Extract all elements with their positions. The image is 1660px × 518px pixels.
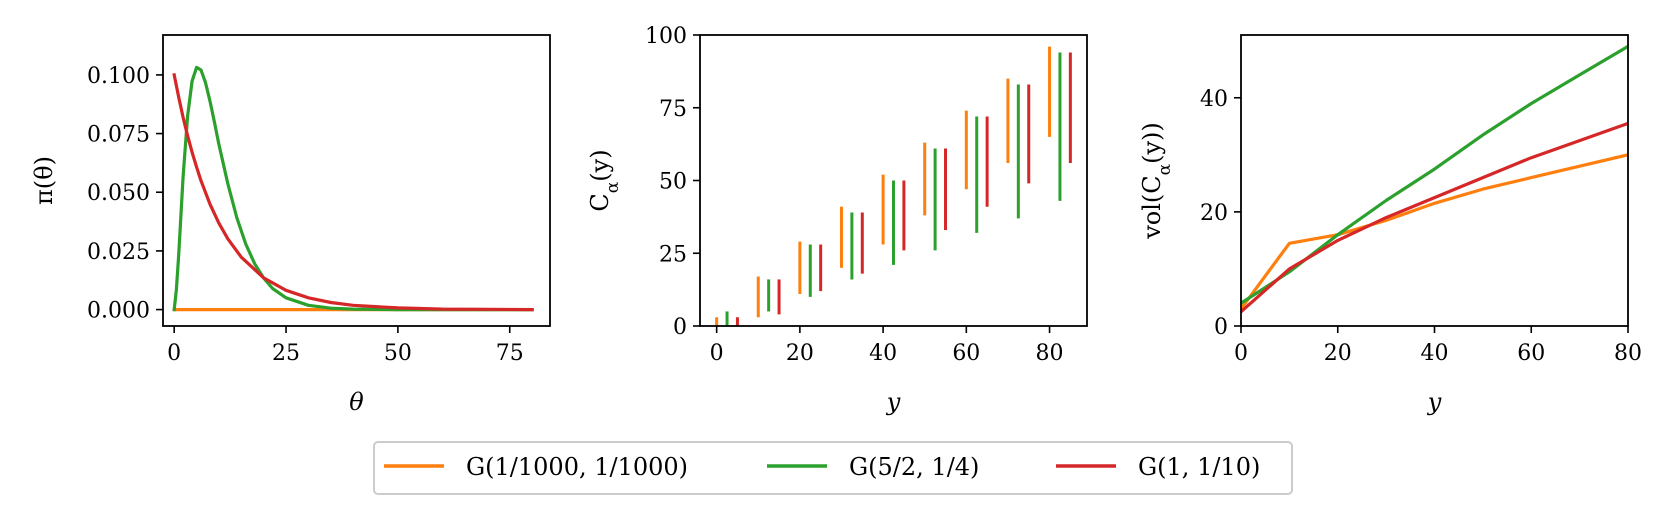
label-part: vol(C xyxy=(1138,175,1166,239)
series-line-1 xyxy=(172,65,534,312)
y-tick-label: 0 xyxy=(673,315,687,340)
x-tick-label: 0 xyxy=(167,341,181,366)
x-tick-label: 80 xyxy=(1036,341,1064,366)
y-axis-label: π(θ) xyxy=(30,156,58,205)
y-tick-label: 20 xyxy=(1200,201,1228,226)
x-axis-label: y xyxy=(1427,388,1442,416)
axes-frame xyxy=(162,34,551,327)
x-tick-label: 20 xyxy=(786,341,814,366)
x-tick-label: 75 xyxy=(496,341,524,366)
legend-frame xyxy=(373,441,1293,495)
x-tick-label: 80 xyxy=(1614,341,1642,366)
x-tick-label: 40 xyxy=(869,341,897,366)
y-tick-label: 0 xyxy=(1214,315,1228,340)
x-tick-label: 0 xyxy=(710,341,724,366)
credible-interval-plot: 0 20 40 60 80 0 25 50 75 100 y Cα(y) xyxy=(586,24,1088,416)
x-axis-label: θ xyxy=(349,388,364,416)
x-axis-label: y xyxy=(886,388,901,416)
legend-label-0: G(1/1000, 1/1000) xyxy=(466,453,688,481)
plot-area xyxy=(715,46,1072,326)
series-line-2 xyxy=(172,73,534,312)
x-tick-label: 25 xyxy=(272,341,300,366)
y-tick-label: 0.100 xyxy=(87,64,150,89)
label-part: (y)) xyxy=(1138,122,1166,164)
y-axis-label: vol(Cα(y)) xyxy=(1138,122,1175,240)
y-tick-label: 75 xyxy=(659,97,687,122)
y-axis-label: Cα(y) xyxy=(586,149,623,211)
plot-area xyxy=(172,65,534,312)
density-plot: 0 25 50 75 0.000 0.025 0.050 0.075 0.100 θ π(θ) xyxy=(30,34,551,416)
legend-label-1: G(5/2, 1/4) xyxy=(849,453,979,481)
y-tick-label: 100 xyxy=(645,24,687,49)
series-line-0 xyxy=(1241,153,1628,312)
axes-frame xyxy=(1240,34,1629,327)
x-tick-label: 60 xyxy=(1517,341,1545,366)
y-tick-label: 0.050 xyxy=(87,181,150,206)
y-tick-label: 0.075 xyxy=(87,123,150,148)
x-tick-label: 60 xyxy=(952,341,980,366)
x-tick-label: 0 xyxy=(1234,341,1248,366)
plot-area xyxy=(1241,44,1628,314)
y-tick-label: 50 xyxy=(659,170,687,195)
label-part: (y) xyxy=(586,149,614,181)
x-tick-label: 20 xyxy=(1324,341,1352,366)
legend: G(1/1000, 1/1000) G(5/2, 1/4) G(1, 1/10) xyxy=(373,441,1293,495)
legend-label-2: G(1, 1/10) xyxy=(1138,453,1260,481)
series-line-2 xyxy=(1241,121,1628,314)
y-tick-label: 25 xyxy=(659,242,687,267)
y-tick-label: 0.025 xyxy=(87,240,150,265)
label-subscript: α xyxy=(603,181,623,193)
label-subscript: α xyxy=(1155,163,1175,175)
interval-volume-plot: 0 20 40 60 80 0 20 40 y vol(Cα(y)) xyxy=(1138,34,1642,416)
label-part: C xyxy=(586,193,614,211)
y-tick-label: 40 xyxy=(1200,87,1228,112)
x-tick-label: 50 xyxy=(384,341,412,366)
y-tick-label: 0.000 xyxy=(87,299,150,324)
x-tick-label: 40 xyxy=(1421,341,1449,366)
